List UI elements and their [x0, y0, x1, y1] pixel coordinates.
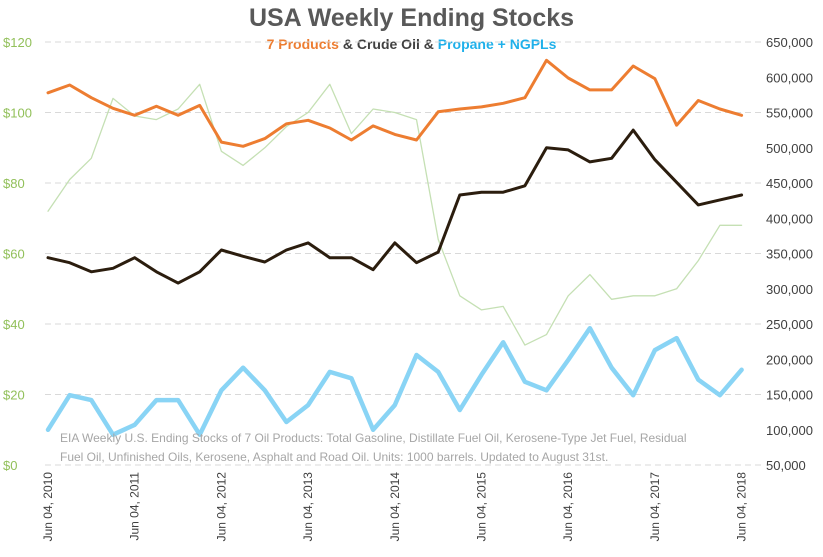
annotation-line-2: Fuel Oil, Unfinished Oils, Kerosene, Asp…: [60, 450, 609, 464]
x-tick-label: Jun 04, 2015: [475, 472, 489, 542]
x-tick-label: Jun 04, 2018: [735, 472, 749, 542]
subtitle-products: 7 Products: [266, 36, 339, 52]
right-tick-label: 350,000: [766, 247, 813, 262]
subtitle-propane: Propane + NGPLs: [437, 36, 557, 52]
left-tick-label: $20: [3, 388, 25, 403]
left-tick-label: $100: [3, 106, 32, 121]
series-line-propane-ngpls: [45, 325, 744, 437]
x-tick-label: Jun 04, 2012: [214, 472, 228, 542]
series-line-crude-oil: [46, 128, 744, 285]
left-tick-label: $80: [3, 176, 25, 191]
right-tick-label: 150,000: [766, 388, 813, 403]
right-tick-label: 250,000: [766, 317, 813, 332]
x-tick-label: Jun 04, 2011: [128, 472, 142, 541]
right-tick-label: 100,000: [766, 423, 813, 438]
x-tick-label: Jun 04, 2017: [648, 472, 662, 542]
left-tick-label: $0: [3, 458, 17, 473]
chart-subtitle: 7 Products & Crude Oil & Propane + NGPLs: [0, 36, 823, 52]
chart-title: USA Weekly Ending Stocks: [248, 4, 575, 32]
x-tick-label: Jun 04, 2014: [388, 472, 402, 542]
left-tick-label: $60: [3, 247, 25, 262]
series-line-7-products: [46, 58, 744, 148]
right-tick-label: 450,000: [766, 176, 813, 191]
right-tick-label: 550,000: [766, 106, 813, 121]
left-tick-label: $120: [3, 35, 32, 50]
right-tick-label: 200,000: [766, 352, 813, 367]
right-tick-label: 500,000: [766, 141, 813, 156]
right-tick-label: 50,000: [766, 458, 806, 473]
x-tick-label: Jun 04, 2016: [561, 472, 575, 542]
subtitle-crude: & Crude Oil &: [338, 36, 438, 52]
x-tick-label: Jun 04, 2013: [301, 472, 315, 542]
series-line-oil-price: [47, 83, 743, 346]
right-tick-label: 650,000: [766, 35, 813, 50]
left-tick-label: $40: [3, 317, 25, 332]
right-tick-label: 300,000: [766, 282, 813, 297]
right-tick-label: 600,000: [766, 70, 813, 85]
annotation-line-1: EIA Weekly U.S. Ending Stocks of 7 Oil P…: [60, 431, 687, 445]
x-tick-label: Jun 04, 2010: [41, 472, 55, 542]
right-tick-label: 400,000: [766, 211, 813, 226]
